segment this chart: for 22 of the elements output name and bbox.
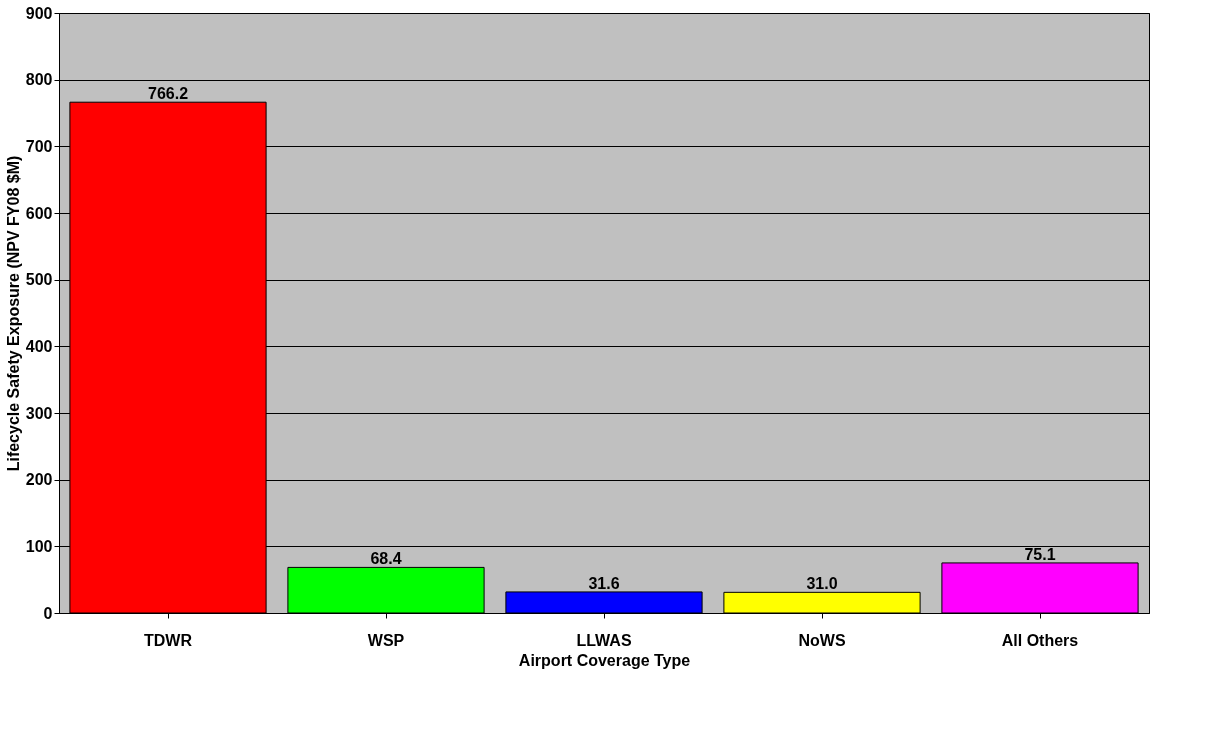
data-label: 31.6 (588, 574, 620, 592)
data-label: 75.1 (1024, 545, 1056, 563)
y-tick-label: 400 (25, 337, 53, 355)
y-tick-label: 800 (25, 71, 53, 89)
y-tick-label: 200 (25, 471, 53, 489)
data-label: 31.0 (806, 575, 838, 593)
x-tick-label: NoWS (798, 631, 846, 649)
x-tick-label: LLWAS (576, 631, 632, 649)
y-tick-label: 700 (25, 137, 53, 155)
y-tick-label: 900 (25, 4, 53, 22)
x-tick-label: All Others (1001, 631, 1079, 649)
data-label: 68.4 (370, 550, 402, 568)
y-tick-label: 100 (25, 537, 53, 555)
y-axis-title: Lifecycle Safety Exposure (NPV FY08 $M) (4, 155, 22, 472)
y-tick-label: 0 (43, 604, 53, 622)
x-tick-label: WSP (367, 631, 405, 649)
y-tick-label: 500 (25, 271, 53, 289)
y-tick-label: 600 (25, 204, 53, 222)
x-axis-title: Airport Coverage Type (518, 651, 691, 669)
data-label: 766.2 (147, 85, 189, 103)
x-tick-label: TDWR (144, 631, 193, 649)
y-tick-label: 300 (25, 404, 53, 422)
